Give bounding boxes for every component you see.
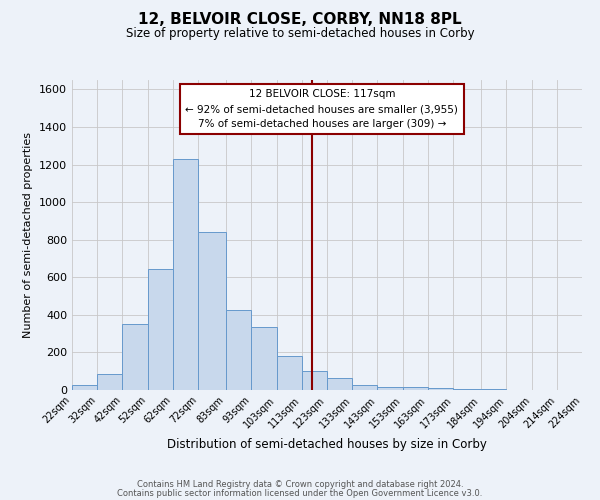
Bar bbox=[173, 159, 198, 390]
Bar bbox=[428, 388, 453, 390]
Text: 12, BELVOIR CLOSE, CORBY, NN18 8PL: 12, BELVOIR CLOSE, CORBY, NN18 8PL bbox=[138, 12, 462, 28]
Bar bbox=[198, 232, 226, 390]
Bar bbox=[327, 378, 352, 390]
Bar bbox=[72, 386, 97, 390]
Text: 12 BELVOIR CLOSE: 117sqm
← 92% of semi-detached houses are smaller (3,955)
7% of: 12 BELVOIR CLOSE: 117sqm ← 92% of semi-d… bbox=[185, 90, 458, 129]
Y-axis label: Number of semi-detached properties: Number of semi-detached properties bbox=[23, 132, 34, 338]
Text: Contains public sector information licensed under the Open Government Licence v3: Contains public sector information licen… bbox=[118, 489, 482, 498]
Bar bbox=[148, 269, 173, 390]
Bar bbox=[403, 387, 428, 390]
Bar bbox=[277, 356, 302, 390]
Bar bbox=[352, 386, 377, 390]
Bar bbox=[122, 324, 148, 390]
Bar bbox=[302, 371, 327, 390]
Bar bbox=[97, 374, 122, 390]
Bar bbox=[481, 389, 506, 390]
Bar bbox=[377, 387, 403, 390]
Bar bbox=[251, 327, 277, 390]
Text: Contains HM Land Registry data © Crown copyright and database right 2024.: Contains HM Land Registry data © Crown c… bbox=[137, 480, 463, 489]
Text: Size of property relative to semi-detached houses in Corby: Size of property relative to semi-detach… bbox=[125, 28, 475, 40]
X-axis label: Distribution of semi-detached houses by size in Corby: Distribution of semi-detached houses by … bbox=[167, 438, 487, 451]
Bar bbox=[453, 389, 481, 390]
Bar bbox=[226, 310, 251, 390]
